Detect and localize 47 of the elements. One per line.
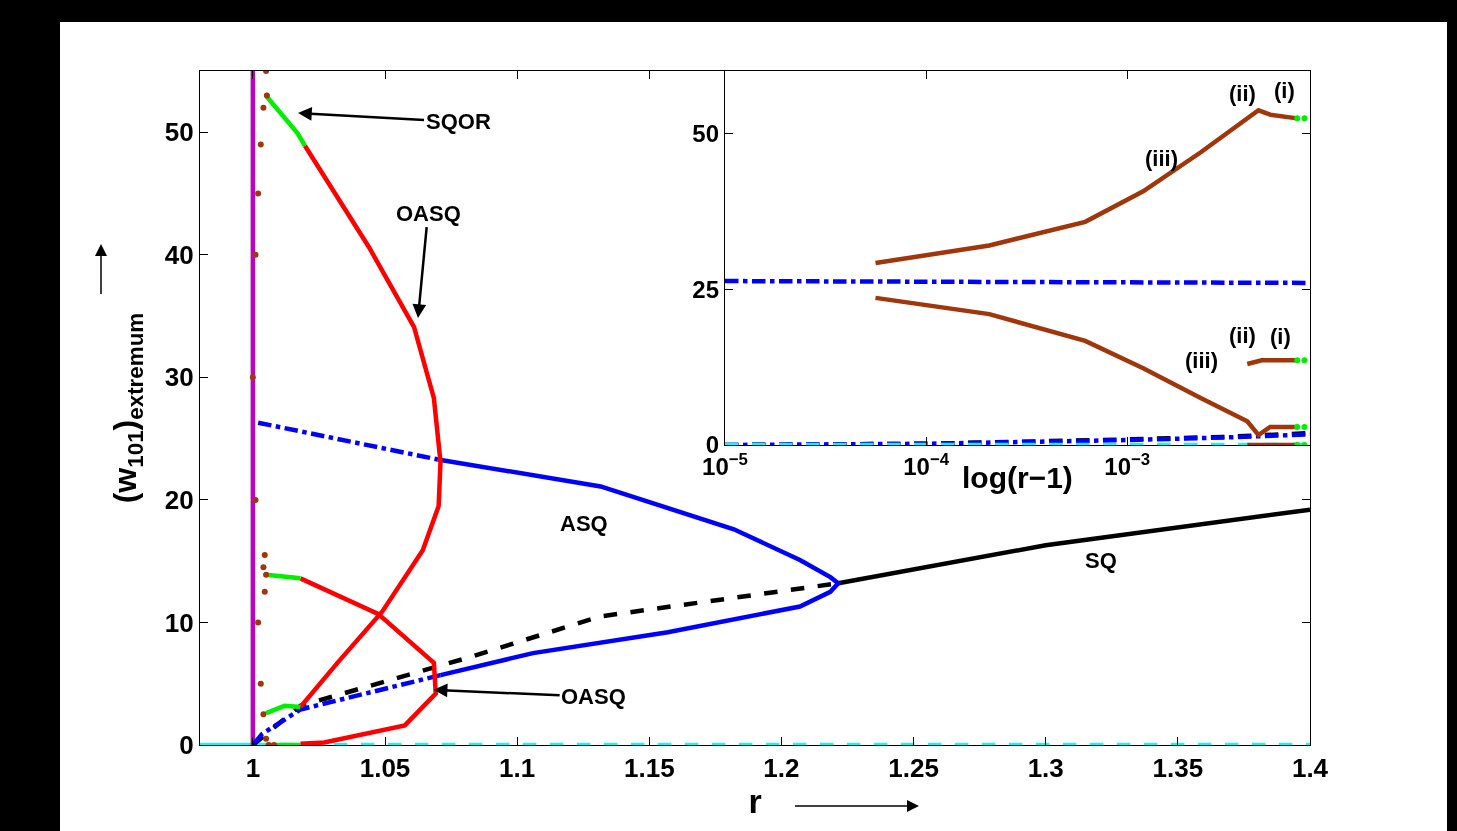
annotation: ASQ (560, 511, 608, 536)
point (255, 619, 262, 626)
y-tick-label: 30 (164, 362, 194, 393)
x-tick-label: 1.1 (499, 753, 536, 784)
y-tick-label: 40 (164, 239, 194, 270)
point (257, 141, 264, 148)
x-tick-label: 10$^{−3}$ (1104, 449, 1151, 480)
x-tick-label: 1.2 (763, 753, 800, 784)
annotation: OASQ (561, 684, 626, 709)
annotation: (iii) (1185, 348, 1218, 373)
point (252, 251, 259, 258)
point (261, 552, 268, 559)
x-tick-label: 1 (245, 753, 261, 784)
x-tick-label: 1.4 (1291, 753, 1329, 784)
x-tick-label: 1.25 (888, 753, 939, 784)
annotation: (ii) (1229, 323, 1256, 348)
x-tick-label: 1.05 (359, 753, 411, 784)
annotation: OASQ (396, 201, 461, 226)
y-tick-label: 25 (692, 275, 719, 303)
point (249, 374, 256, 381)
x-axis-title: r (748, 781, 762, 820)
annotation: (i) (1270, 324, 1291, 349)
x-tick-label: 1.3 (1027, 753, 1064, 784)
point (252, 496, 259, 503)
y-tick-label: 0 (179, 730, 194, 761)
x-tick-label: 1.35 (1152, 753, 1204, 784)
point (263, 735, 270, 742)
annotation: (ii) (1229, 81, 1256, 106)
y-tick-label: 50 (164, 117, 194, 148)
y-tick-label: 10 (164, 607, 194, 638)
point (263, 571, 270, 578)
annotation: (iii) (1145, 146, 1178, 171)
point (261, 588, 268, 595)
annotation: SQ (1085, 548, 1117, 573)
point (260, 104, 267, 111)
point (257, 680, 264, 687)
x-tick-label: 10$^{−4}$ (903, 449, 950, 480)
point (260, 711, 267, 718)
annotation: (i) (1274, 78, 1295, 103)
y-tick-label: 50 (692, 119, 719, 147)
x-tick-label: 1.15 (623, 753, 675, 784)
point (255, 190, 262, 197)
point (263, 92, 270, 99)
annotation: SQOR (426, 109, 491, 134)
x-axis-title: log(r−1) (962, 461, 1073, 494)
y-tick-label: 20 (164, 485, 194, 516)
point (260, 564, 267, 571)
